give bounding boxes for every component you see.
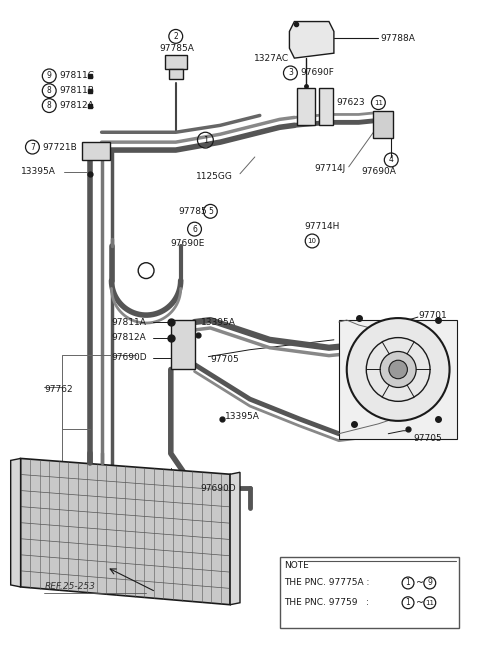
Circle shape [389,360,408,379]
Text: 97690F: 97690F [300,68,334,77]
Text: NOTE: NOTE [285,561,309,570]
Text: 97812A: 97812A [59,101,94,110]
Text: 1: 1 [203,136,208,145]
Text: 3: 3 [288,68,293,77]
Bar [279,557,459,628]
Text: 7: 7 [30,143,35,152]
Text: 1125GG: 1125GG [195,172,232,181]
Bar [171,320,194,369]
Polygon shape [21,458,230,605]
Text: 97811A: 97811A [111,317,146,326]
Polygon shape [289,21,334,58]
Text: 13395A: 13395A [225,412,260,421]
Bar [82,142,109,160]
Text: 97785: 97785 [179,207,207,216]
Bar [339,320,457,439]
Text: ~: ~ [416,598,424,607]
Text: 1: 1 [406,578,410,587]
Text: 97714H: 97714H [304,222,340,230]
Text: 8: 8 [47,101,52,110]
Text: 97811B: 97811B [59,86,94,95]
Text: 1: 1 [406,598,410,607]
Text: 97690D: 97690D [111,353,147,362]
Text: 97690A: 97690A [361,167,396,177]
Bar [165,55,187,69]
Text: 97690E: 97690E [171,239,205,249]
Polygon shape [11,458,21,587]
Text: 9: 9 [47,71,52,80]
Text: 1327AC: 1327AC [254,54,289,62]
Text: THE PNC. 97759   :: THE PNC. 97759 : [285,598,372,607]
Text: 97705: 97705 [210,355,239,364]
Text: 97762: 97762 [44,385,73,394]
Text: 97714J: 97714J [314,164,346,173]
Text: 4: 4 [389,155,394,164]
Bar [297,88,315,125]
Text: 97811C: 97811C [59,71,94,80]
Text: 97721B: 97721B [42,143,77,152]
Text: 97701: 97701 [418,311,447,319]
Text: 11: 11 [374,99,383,106]
Text: 97812A: 97812A [111,334,146,342]
Text: 8: 8 [47,86,52,95]
Text: 11: 11 [425,600,434,606]
Text: 97785A: 97785A [159,43,194,53]
Polygon shape [230,472,240,605]
Circle shape [380,352,416,387]
Text: 13395A: 13395A [21,167,56,177]
Bar [319,88,333,125]
Text: 97788A: 97788A [380,34,415,43]
Text: 6: 6 [192,225,197,234]
Text: 97705: 97705 [413,434,442,443]
Text: THE PNC. 97775A :: THE PNC. 97775A : [285,578,373,587]
Text: 97623: 97623 [337,98,365,107]
Text: REF.25-253: REF.25-253 [44,582,95,591]
Circle shape [347,318,450,421]
Bar [169,69,183,79]
Bar [373,110,393,138]
Text: 5: 5 [208,207,213,216]
Text: 2: 2 [173,32,178,41]
Text: 97690D: 97690D [201,484,236,493]
Text: ~: ~ [416,578,424,588]
Text: 10: 10 [308,238,317,244]
Text: 9: 9 [427,578,432,587]
Text: 13395A: 13395A [201,317,235,326]
